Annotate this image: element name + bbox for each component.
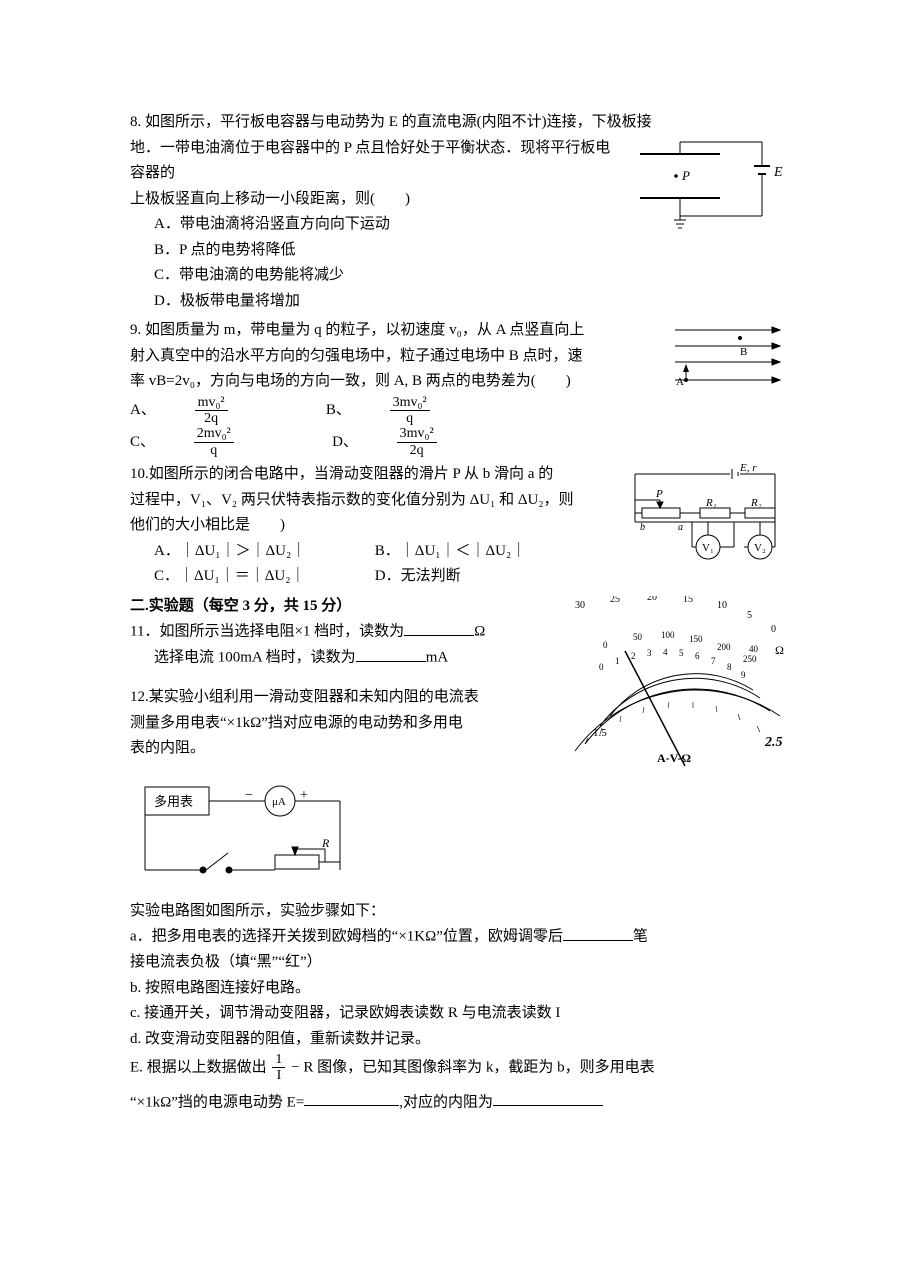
svg-text:E, r: E, r [739,462,757,474]
svg-text:μA: μA [272,796,286,808]
q12-circuit-figure: 多用表 μA − + R [130,775,370,895]
svg-text:P: P [681,168,690,183]
q9-figure: B A [670,318,790,408]
q11-line1: 11．如图所示当选择电阻×1 档时，读数为Ω [130,619,790,645]
svg-text:V₁: V₁ [702,542,714,554]
q9-option-a: A、 mv₀²2q [130,395,289,427]
q11-line2: 选择电流 100mA 档时，读数为mA [154,645,790,671]
svg-text:A: A [676,376,684,388]
question-11: 11．如图所示当选择电阻×1 档时，读数为Ω 选择电流 100mA 档时，读数为… [130,619,790,671]
q12-line1: 12.某实验小组利用一滑动变阻器和未知内阻的电流表 [130,685,790,711]
q12-step-a: a．把多用电表的选择开关拨到欧姆档的“×1KΩ”位置，欧姆调零后笔 [130,924,790,950]
svg-text:V₂: V₂ [754,542,766,554]
q12-step-d: d. 改变滑动变阻器的阻值，重新读数并记录。 [130,1027,790,1053]
svg-text:9: 9 [741,670,746,680]
q8-option-b: B．P 点的电势将降低 [154,238,790,264]
question-12: 12.某实验小组利用一滑动变阻器和未知内阻的电流表 测量多用电表“×1kΩ”挡对… [130,685,790,1116]
svg-text:多用表: 多用表 [154,794,193,809]
q12-blank-pen[interactable] [563,924,633,941]
q12-steps-title: 实验电路图如图所示，实验步骤如下： [130,899,790,925]
q12-step-e-cont: “×1kΩ”挡的电源电动势 E=,对应的内阻为 [130,1090,790,1116]
question-8: 8. 如图所示，平行板电容器与电动势为 E 的直流电源(内阻不计)连接，下极板接… [130,110,790,314]
svg-text:b: b [640,522,645,533]
q12-step-a-cont: 接电流表负极（填“黑”“红”） [130,950,790,976]
fraction-1-over-I: 1 I [272,1052,285,1084]
q9-option-b: B、 3mv₀²q [326,395,491,427]
svg-text:R₂: R₂ [750,497,762,509]
svg-text:10: 10 [717,600,727,611]
q10-option-a: A．｜ΔU₁｜＞｜ΔU₂｜ [154,539,375,565]
q9-option-d: D、 3mv₀²2q [332,426,498,458]
q12-line3: 表的内阻。 [130,736,790,762]
svg-text:a: a [678,522,683,533]
question-9: B A 9. 如图质量为 m，带电量为 q 的粒子，以初速度 v₀，从 A 点竖… [130,318,790,458]
q11-blank-1[interactable] [404,619,474,636]
svg-text:P: P [655,488,663,500]
svg-text:E: E [773,165,783,180]
q12-blank-r[interactable] [493,1090,603,1107]
svg-text:20: 20 [647,596,657,603]
q10-option-d: D．无法判断 [375,564,596,590]
q10-options: A．｜ΔU₁｜＞｜ΔU₂｜ B．｜ΔU₁｜＜｜ΔU₂｜ C．｜ΔU₁｜＝｜ΔU₂… [154,539,614,590]
q12-step-c: c. 接通开关，调节滑动变阻器，记录欧姆表读数 R 与电流表读数 I [130,1001,790,1027]
q8-option-c: C．带电油滴的电势能将减少 [154,263,790,289]
q11-blank-2[interactable] [356,645,426,662]
svg-text:R₁: R₁ [705,497,717,509]
q10-figure: E, r P b a R₁ R₂ V₁ V₂ [620,462,790,577]
q8-line1: 8. 如图所示，平行板电容器与电动势为 E 的直流电源(内阻不计)连接，下极板接 [130,110,790,136]
q8-figure: P E [620,136,790,236]
q8-option-d: D．极板带电量将增加 [154,289,790,315]
question-10: E, r P b a R₁ R₂ V₁ V₂ 10.如图所示的闭合电路中，当滑动… [130,462,790,590]
q9-option-c: C、 2mv₀²q [130,426,295,458]
svg-text:15: 15 [683,596,693,605]
q10-option-c: C．｜ΔU₁｜＝｜ΔU₂｜ [154,564,375,590]
svg-text:−: − [245,788,253,803]
q12-blank-emf[interactable] [304,1090,399,1107]
svg-text:+: + [300,788,308,803]
q12-line2: 测量多用电表“×1kΩ”挡对应电源的电动势和多用电 [130,711,790,737]
svg-text:25: 25 [610,596,620,605]
svg-text:30: 30 [575,600,585,611]
q12-step-e: E. 根据以上数据做出 1 I − R 图像，已知其图像斜率为 k，截距为 b，… [130,1052,790,1084]
q10-option-b: B．｜ΔU₁｜＜｜ΔU₂｜ [375,539,596,565]
svg-text:R: R [321,836,330,850]
q12-step-b: b. 按照电路图连接好电路。 [130,976,790,1002]
svg-text:B: B [740,346,747,358]
